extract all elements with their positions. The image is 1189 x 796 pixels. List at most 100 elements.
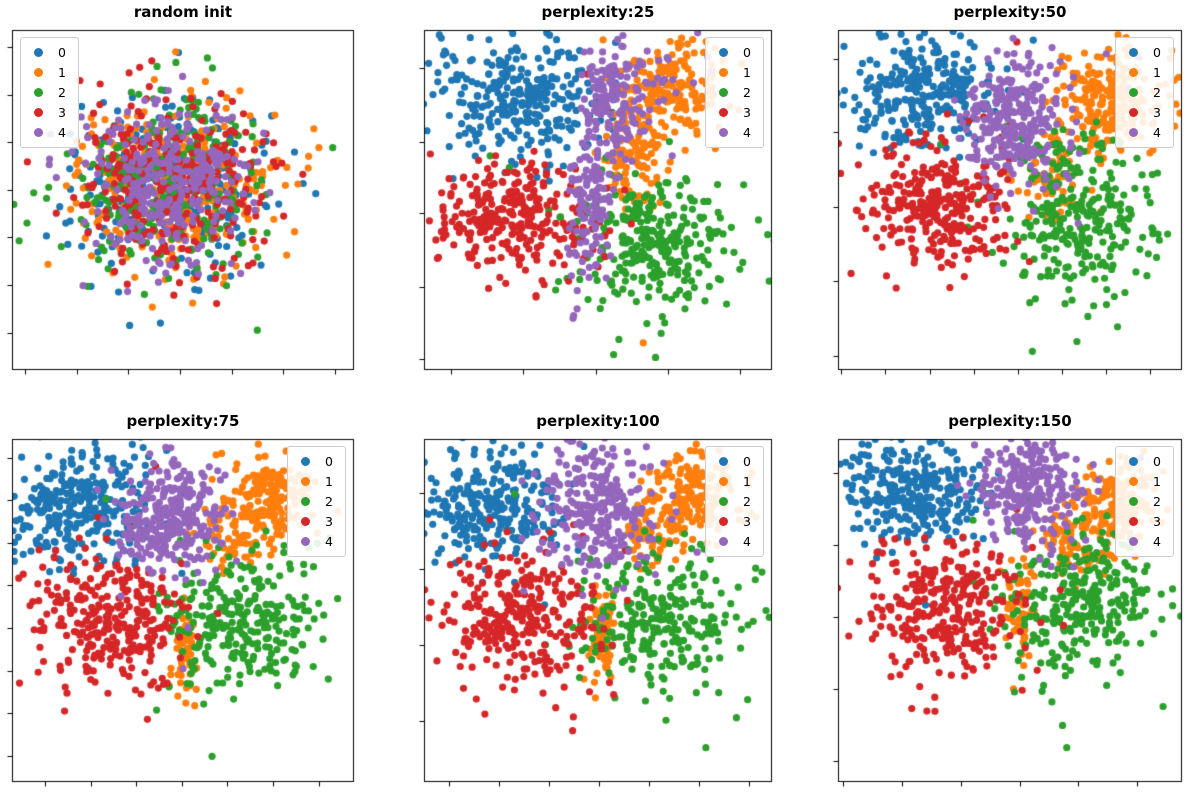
axes-perplexity-75: 0 1 2 3 4 <box>2 437 356 792</box>
legend-marker-icon <box>1129 108 1139 117</box>
legend-marker-icon <box>301 517 311 526</box>
legend-entry: 1 <box>29 63 66 82</box>
legend-label: 4 <box>1153 534 1161 549</box>
legend-label: 2 <box>1153 494 1161 509</box>
legend-entry: 1 <box>714 472 751 491</box>
axes-perplexity-100: 0 1 2 3 4 <box>414 437 774 792</box>
legend-marker-icon <box>719 537 729 546</box>
legend-label: 2 <box>743 85 751 100</box>
legend-marker-icon <box>1129 68 1139 77</box>
legend-label: 3 <box>325 514 333 529</box>
legend-marker-icon <box>1129 497 1139 506</box>
legend-marker-icon <box>719 477 729 486</box>
legend-entry: 0 <box>714 452 751 471</box>
legend-entry: 0 <box>296 452 333 471</box>
legend-label: 4 <box>58 125 66 140</box>
legend-entry: 2 <box>714 83 751 102</box>
legend-label: 0 <box>743 454 751 469</box>
subplot-random-init: random init 0 1 2 3 4 <box>2 3 356 380</box>
legend-entry: 4 <box>1124 123 1161 142</box>
legend-entry: 3 <box>1124 103 1161 122</box>
legend-entry: 0 <box>714 43 751 62</box>
legend-marker-icon <box>719 517 729 526</box>
legend-entry: 4 <box>29 123 66 142</box>
legend-entry: 1 <box>1124 472 1161 491</box>
subplot-perplexity-75: perplexity:75 0 1 2 3 4 <box>2 412 356 792</box>
legend-entry: 3 <box>1124 512 1161 531</box>
legend-marker-icon <box>301 537 311 546</box>
legend: 0 1 2 3 4 <box>705 446 764 557</box>
axes-random-init: 0 1 2 3 4 <box>2 28 356 380</box>
legend-marker-icon <box>1129 477 1139 486</box>
legend-entry: 2 <box>714 492 751 511</box>
legend-entry: 0 <box>1124 43 1161 62</box>
legend-label: 1 <box>325 474 333 489</box>
legend-marker-icon <box>1129 48 1139 57</box>
subplot-title: perplexity:100 <box>536 412 660 430</box>
legend-entry: 0 <box>29 43 66 62</box>
legend-label: 3 <box>743 105 751 120</box>
legend-marker-icon <box>301 497 311 506</box>
legend-marker-icon <box>1129 537 1139 546</box>
legend-marker-icon <box>34 88 43 97</box>
legend-entry: 3 <box>296 512 333 531</box>
subplot-title: perplexity:150 <box>948 412 1072 430</box>
legend-label: 0 <box>325 454 333 469</box>
subplot-perplexity-150: perplexity:150 0 1 2 3 4 <box>828 412 1184 792</box>
legend-marker-icon <box>34 128 43 137</box>
subplot-perplexity-50: perplexity:50 0 1 2 3 4 <box>828 3 1184 380</box>
legend-entry: 4 <box>296 532 333 551</box>
legend-entry: 3 <box>714 103 751 122</box>
legend-marker-icon <box>719 48 729 57</box>
legend-label: 2 <box>58 85 66 100</box>
legend-label: 1 <box>743 65 751 80</box>
legend-label: 0 <box>743 45 751 60</box>
legend-entry: 2 <box>1124 83 1161 102</box>
legend-label: 2 <box>1153 85 1161 100</box>
legend-entry: 2 <box>29 83 66 102</box>
legend-marker-icon <box>1129 517 1139 526</box>
legend-label: 4 <box>743 125 751 140</box>
legend-marker-icon <box>34 108 43 117</box>
legend-entry: 1 <box>296 472 333 491</box>
legend: 0 1 2 3 4 <box>1115 37 1174 148</box>
legend-entry: 1 <box>714 63 751 82</box>
legend-label: 4 <box>1153 125 1161 140</box>
legend-entry: 3 <box>714 512 751 531</box>
legend: 0 1 2 3 4 <box>20 37 79 148</box>
legend-label: 1 <box>1153 474 1161 489</box>
subplot-title: random init <box>133 3 233 21</box>
legend-marker-icon <box>719 457 729 466</box>
legend-marker-icon <box>719 88 729 97</box>
legend-label: 3 <box>58 105 66 120</box>
legend-label: 3 <box>1153 105 1161 120</box>
legend-label: 1 <box>743 474 751 489</box>
legend-marker-icon <box>1129 88 1139 97</box>
legend-entry: 3 <box>29 103 66 122</box>
legend-marker-icon <box>719 128 729 137</box>
subplot-title: perplexity:50 <box>953 3 1067 21</box>
legend-label: 0 <box>1153 45 1161 60</box>
subplot-perplexity-100: perplexity:100 0 1 2 3 4 <box>414 412 774 792</box>
legend-marker-icon <box>34 48 43 57</box>
legend-label: 3 <box>743 514 751 529</box>
legend-entry: 2 <box>1124 492 1161 511</box>
legend-label: 1 <box>1153 65 1161 80</box>
legend-marker-icon <box>719 108 729 117</box>
legend-label: 2 <box>743 494 751 509</box>
legend-marker-icon <box>1129 128 1139 137</box>
legend-label: 0 <box>58 45 66 60</box>
legend-marker-icon <box>1129 457 1139 466</box>
legend-label: 4 <box>325 534 333 549</box>
subplot-perplexity-25: perplexity:25 0 1 2 3 4 <box>414 3 774 380</box>
subplot-title: perplexity:25 <box>541 3 655 21</box>
legend-entry: 4 <box>1124 532 1161 551</box>
legend-entry: 4 <box>714 532 751 551</box>
axes-perplexity-150: 0 1 2 3 4 <box>828 437 1184 792</box>
legend: 0 1 2 3 4 <box>1115 446 1174 557</box>
legend-entry: 0 <box>1124 452 1161 471</box>
legend-marker-icon <box>719 497 729 506</box>
legend: 0 1 2 3 4 <box>287 446 346 557</box>
legend-entry: 2 <box>296 492 333 511</box>
